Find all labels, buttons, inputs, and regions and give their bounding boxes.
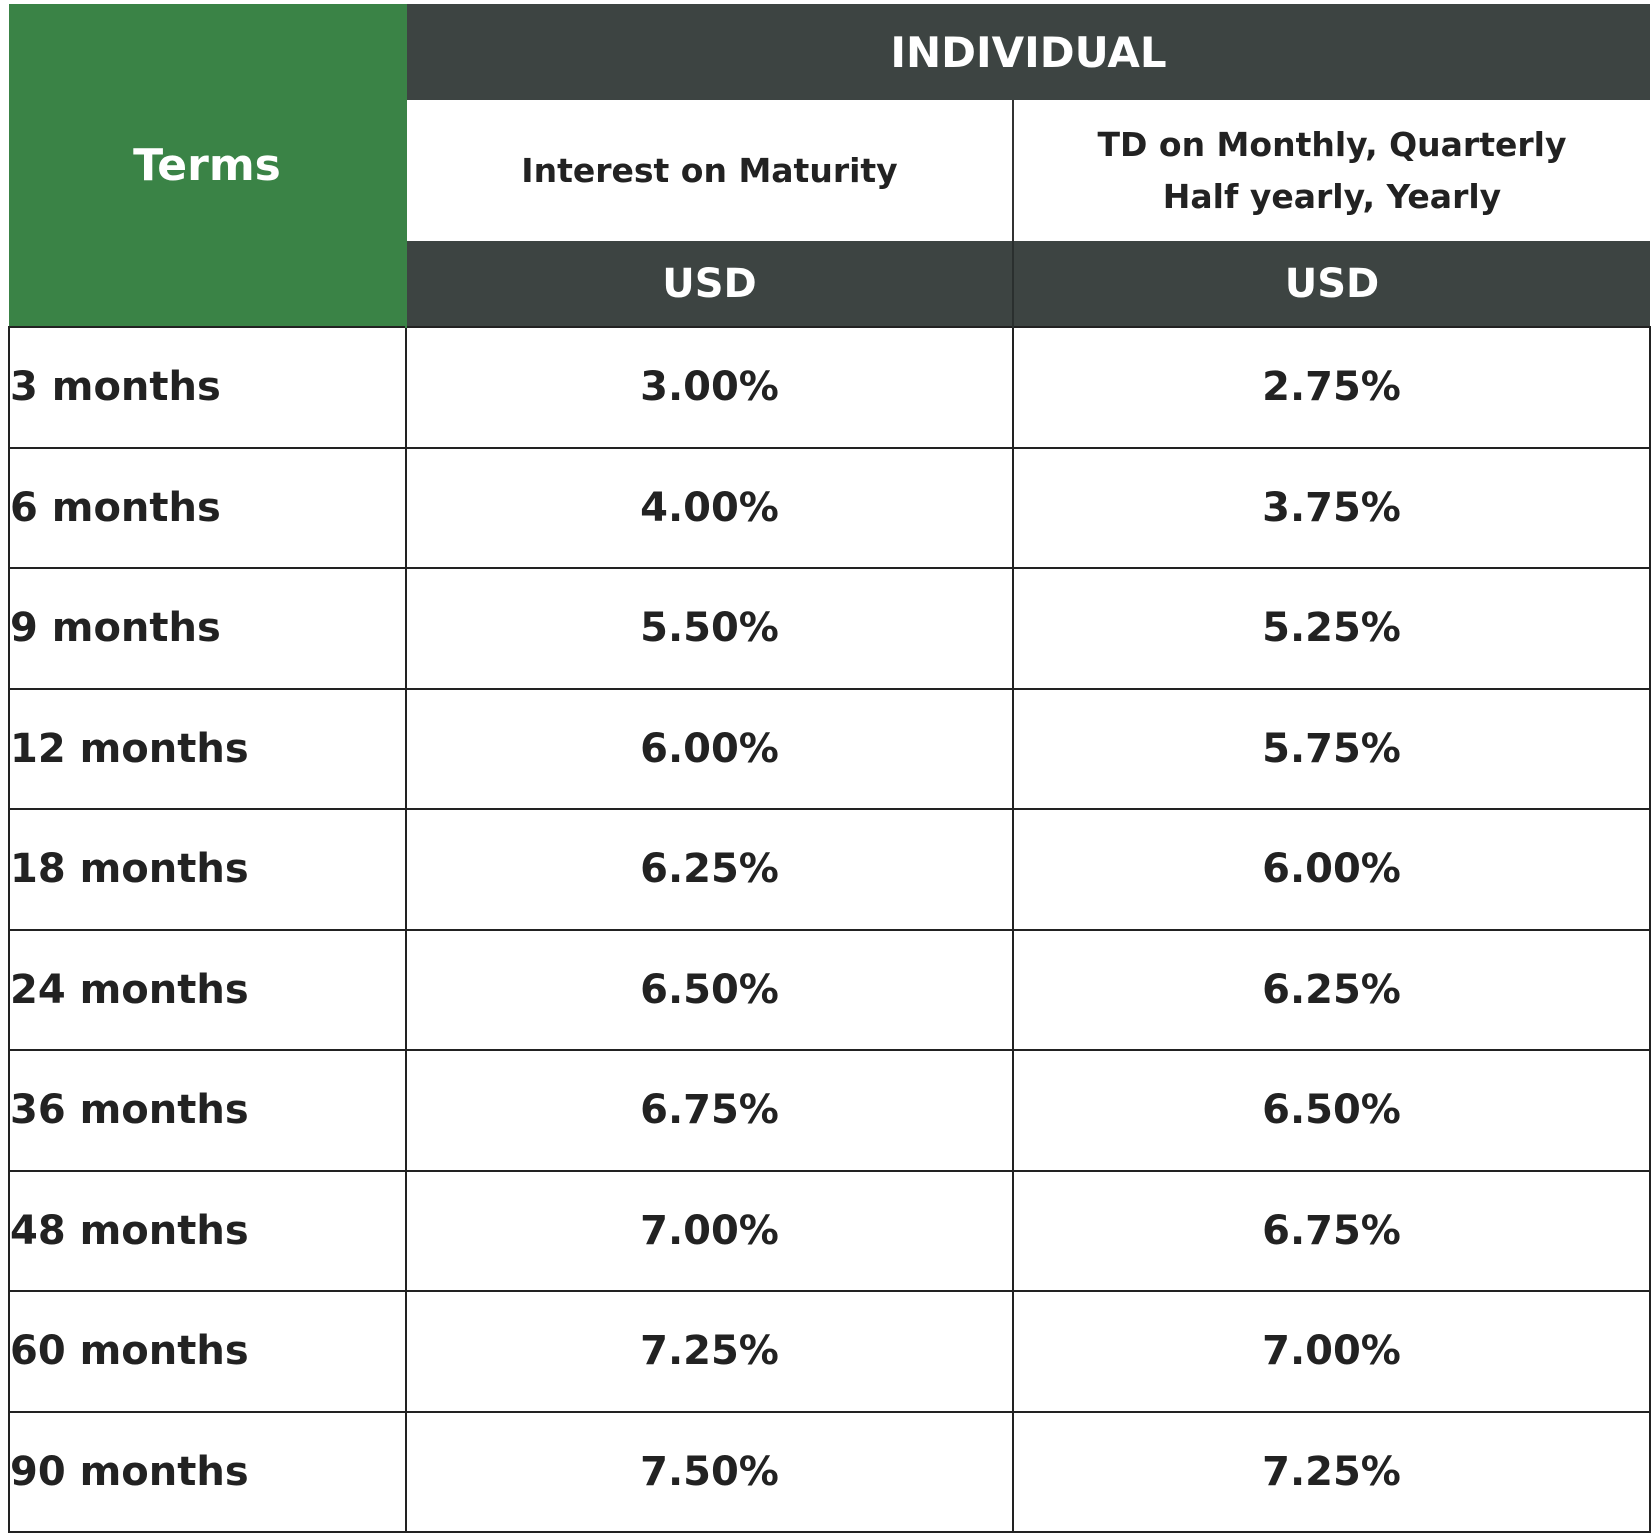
maturity-rate-cell: 6.25% (405, 808, 1014, 931)
term-cell: 36 months (8, 1049, 407, 1172)
maturity-rate-cell: 4.00% (405, 446, 1014, 569)
term-cell: 24 months (8, 928, 407, 1051)
maturity-rate-cell: 6.50% (405, 928, 1014, 1051)
terms-header: Terms (9, 4, 407, 327)
periodic-rate-cell: 7.00% (1012, 1290, 1651, 1413)
interest-rate-table: Terms INDIVIDUAL Interest on Maturity TD… (8, 4, 1651, 1533)
periodic-rate-cell: 6.00% (1012, 808, 1651, 931)
currency-header-maturity: USD (406, 241, 1013, 327)
periodic-rate-cell: 6.25% (1012, 928, 1651, 1051)
column-header-td-periodic: TD on Monthly, Quarterly Half yearly, Ye… (1012, 100, 1650, 241)
periodic-rate-cell: 2.75% (1012, 326, 1651, 449)
currency-header-periodic: USD (1012, 241, 1650, 327)
table-row: 36 months 6.75% 6.50% (8, 1049, 1651, 1172)
individual-group-header: INDIVIDUAL (406, 4, 1650, 100)
maturity-rate-cell: 7.00% (405, 1169, 1014, 1292)
periodic-rate-cell: 5.75% (1012, 687, 1651, 810)
maturity-rate-cell: 3.00% (405, 326, 1014, 449)
periodic-rate-cell: 3.75% (1012, 446, 1651, 569)
table-row: 6 months 4.00% 3.75% (8, 446, 1651, 569)
term-cell: 90 months (8, 1410, 407, 1533)
table-row: 60 months 7.25% 7.00% (8, 1290, 1651, 1413)
maturity-rate-cell: 7.25% (405, 1290, 1014, 1413)
periodic-rate-cell: 6.75% (1012, 1169, 1651, 1292)
column-title-line2: Half yearly, Yearly (1162, 176, 1502, 216)
table-header: Terms INDIVIDUAL Interest on Maturity TD… (9, 4, 1650, 327)
table-row: 18 months 6.25% 6.00% (8, 808, 1651, 931)
table-row: 3 months 3.00% 2.75% (8, 326, 1651, 449)
term-cell: 12 months (8, 687, 407, 810)
term-cell: 48 months (8, 1169, 407, 1292)
maturity-rate-cell: 7.50% (405, 1410, 1014, 1533)
maturity-rate-cell: 5.50% (405, 567, 1014, 690)
column-header-interest-on-maturity: Interest on Maturity (405, 100, 1013, 241)
periodic-rate-cell: 7.25% (1012, 1410, 1651, 1533)
term-cell: 3 months (8, 326, 407, 449)
column-title: Interest on Maturity (521, 150, 898, 190)
table-row: 90 months 7.50% 7.25% (8, 1410, 1651, 1533)
maturity-rate-cell: 6.75% (405, 1049, 1014, 1172)
table-row: 24 months 6.50% 6.25% (8, 928, 1651, 1051)
table-row: 12 months 6.00% 5.75% (8, 687, 1651, 810)
term-cell: 18 months (8, 808, 407, 931)
table-row: 9 months 5.50% 5.25% (8, 567, 1651, 690)
table-row: 48 months 7.00% 6.75% (8, 1169, 1651, 1292)
column-title-line1: TD on Monthly, Quarterly (1097, 125, 1567, 165)
table-body: 3 months 3.00% 2.75% 6 months 4.00% 3.75… (8, 326, 1651, 1533)
maturity-rate-cell: 6.00% (405, 687, 1014, 810)
periodic-rate-cell: 6.50% (1012, 1049, 1651, 1172)
term-cell: 9 months (8, 567, 407, 690)
periodic-rate-cell: 5.25% (1012, 567, 1651, 690)
term-cell: 6 months (8, 446, 407, 569)
term-cell: 60 months (8, 1290, 407, 1413)
